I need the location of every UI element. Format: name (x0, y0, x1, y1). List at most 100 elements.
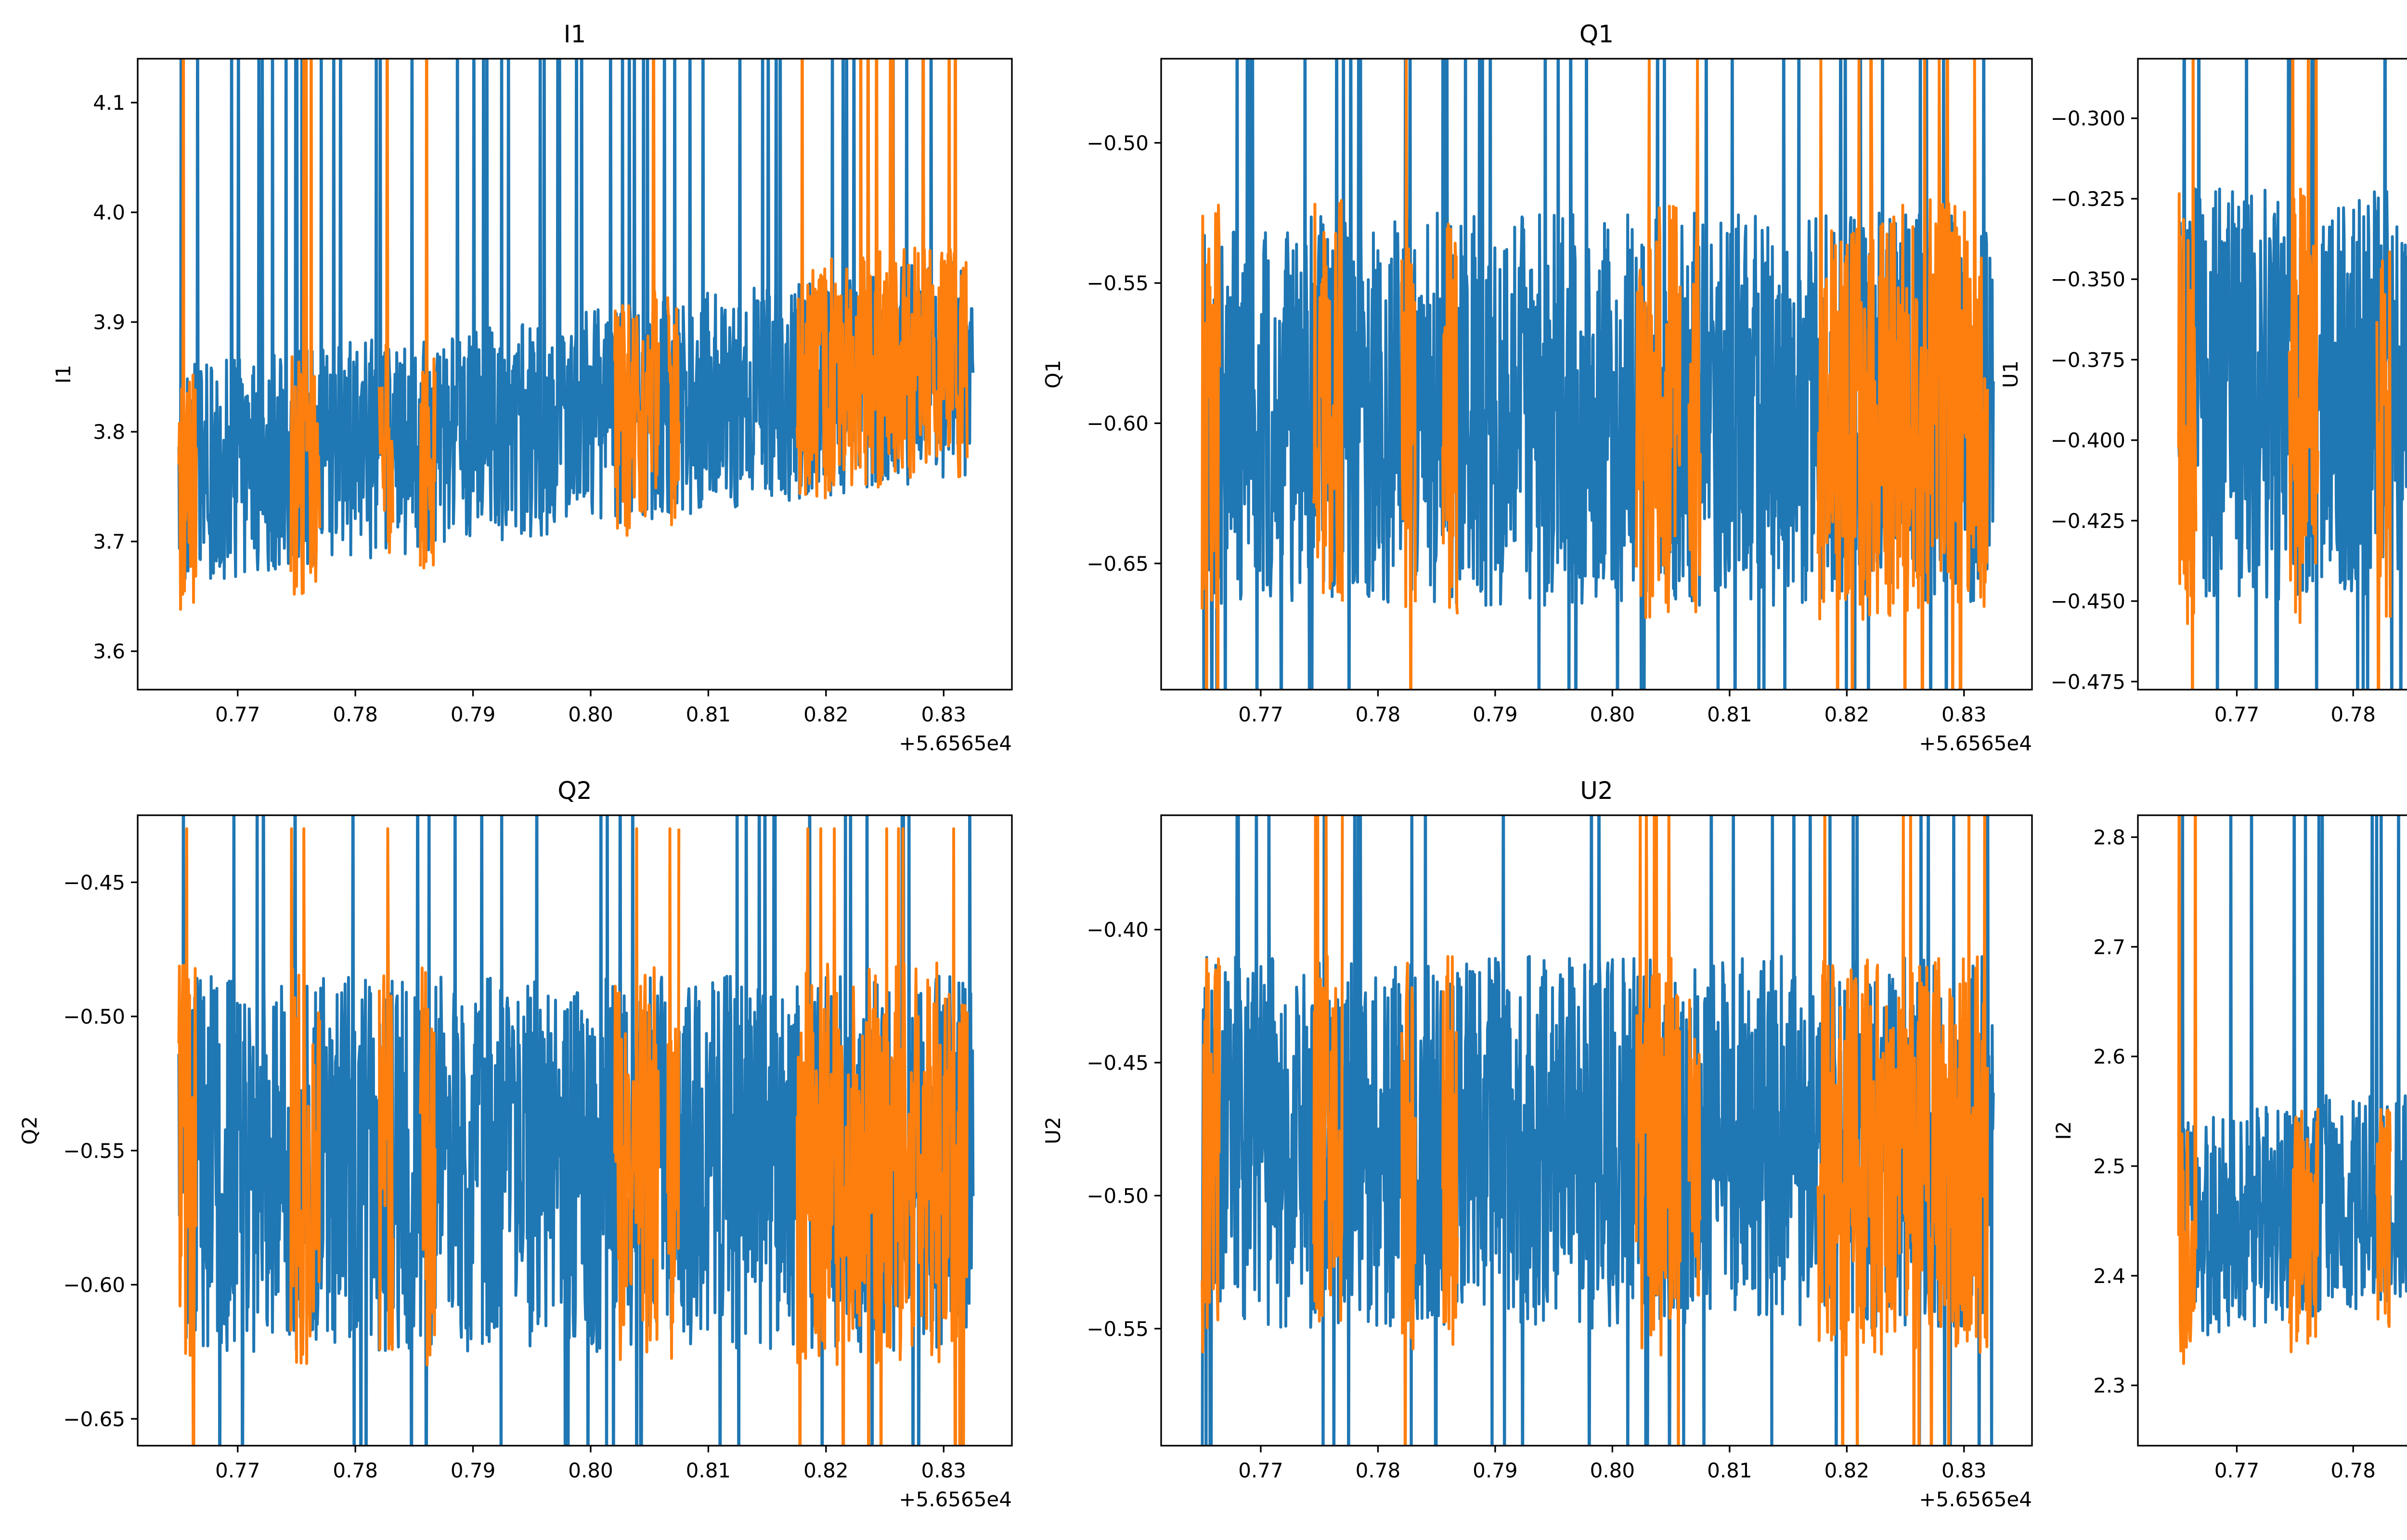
subplot-u1: 0.770.780.790.800.810.820.83−0.475−0.450… (1999, 58, 2407, 726)
subplot-q1: 0.77 0.78 0.79 0.80 0.81 0.82 0.83 −0.65 −0.60 −0… (1041, 20, 2033, 755)
line-series-2 (177, 827, 969, 1446)
y-tick-label: −0.50 (1087, 1184, 1149, 1207)
y-tick-label: −0.45 (63, 871, 125, 894)
x-offset-label: +5.6565e4 (899, 732, 1012, 755)
x-tick-label: 0.81 (686, 703, 731, 726)
x-offset-label: +5.6565e4 (1919, 732, 2032, 755)
x-tick-label: 0.82 (803, 703, 849, 726)
y-tick-label: −0.60 (1087, 411, 1149, 435)
subplot-i2: 0.770.780.790.800.810.820.832.32.42.52.6… (2052, 814, 2407, 1482)
y-axis-label: U1 (1999, 360, 2022, 388)
y-tick-label: 2.6 (2093, 1045, 2125, 1068)
x-tick-label: 0.81 (1707, 1459, 1752, 1482)
axes-frame (137, 58, 1013, 691)
x-tick-label: 0.77 (215, 1459, 260, 1482)
y-tick-label: 3.8 (93, 420, 125, 444)
x-tick-label: 0.78 (2330, 703, 2376, 726)
y-tick-label: −0.55 (1087, 271, 1149, 295)
y-tick-label: −0.350 (2051, 268, 2125, 291)
y-tick-label: −0.50 (63, 1005, 125, 1028)
x-tick-label: 0.77 (2214, 703, 2260, 726)
x-tick-label: 0.83 (921, 703, 966, 726)
y-tick-label: 2.3 (2093, 1374, 2125, 1398)
x-tick-label: 0.80 (568, 1459, 613, 1482)
x-tick-label: 0.80 (1590, 1459, 1635, 1482)
line-series-2 (2177, 815, 2392, 1365)
y-tick-label: 4.0 (93, 201, 125, 224)
y-tick-label: 2.7 (2093, 935, 2125, 959)
subplot-title: U2 (1580, 777, 1613, 805)
y-tick-label: −0.40 (1087, 918, 1149, 942)
axes-frame (2137, 814, 2407, 1447)
y-tick-label: −0.300 (2051, 107, 2125, 130)
y-tick-label: −0.65 (63, 1407, 125, 1431)
x-tick-label: 0.79 (1473, 703, 1518, 726)
line-series-2 (177, 59, 969, 611)
x-tick-label: 0.78 (1356, 703, 1401, 726)
y-tick-label: −0.375 (2051, 348, 2125, 372)
x-tick-label: 0.78 (333, 703, 378, 726)
y-tick-label: −0.400 (2051, 429, 2125, 452)
y-tick-label: −0.55 (63, 1139, 125, 1163)
y-tick-label: −0.475 (2051, 670, 2125, 693)
x-tick-label: 0.83 (921, 1459, 966, 1482)
subplot-q2: 0.77 0.78 0.79 0.80 0.81 0.82 0.83 −0.65 −0.60 −0… (18, 777, 1013, 1511)
line-series-2 (1201, 815, 1989, 1446)
subplot-i1: 0.77 0.78 0.79 0.80 0.81 0.82 0.83 3.6 3.7 3.8 3.9… (52, 20, 1013, 755)
y-tick-label: −0.450 (2051, 590, 2125, 613)
line-series-2 (2177, 59, 2392, 690)
x-tick-label: 0.80 (1590, 703, 1635, 726)
y-tick-label: 3.9 (93, 310, 125, 334)
y-tick-label: 3.7 (93, 530, 125, 553)
plot-area (177, 59, 975, 611)
x-tick-label: 0.79 (451, 1459, 496, 1482)
y-tick-label: −0.45 (1087, 1051, 1149, 1075)
x-tick-label: 0.83 (1941, 703, 1987, 726)
y-tick-label: −0.50 (1087, 131, 1149, 155)
axes-frame (1160, 814, 2033, 1447)
y-tick-label: −0.325 (2051, 187, 2125, 211)
y-tick-label: −0.425 (2051, 509, 2125, 533)
y-axis-label: I2 (2052, 1121, 2075, 1140)
plot-area (177, 815, 975, 1446)
y-tick-label: 4.1 (93, 91, 125, 115)
x-tick-label: 0.83 (1941, 1459, 1987, 1482)
line-series-1 (2177, 59, 2407, 690)
x-tick-label: 0.77 (215, 703, 260, 726)
plot-area (2177, 59, 2407, 690)
x-tick-label: 0.79 (1473, 1459, 1518, 1482)
x-offset-label: +5.6565e4 (899, 1488, 1012, 1511)
subplot-title: Q2 (557, 777, 592, 805)
y-tick-label: −0.55 (1087, 1317, 1149, 1341)
axes-frame (137, 814, 1013, 1447)
x-tick-label: 0.77 (1238, 1459, 1283, 1482)
x-tick-label: 0.77 (2214, 1459, 2260, 1482)
axes-frame (2137, 58, 2407, 691)
x-tick-label: 0.78 (333, 1459, 378, 1482)
subplot-u2: 0.77 0.78 0.79 0.80 0.81 0.82 0.83 −0.55 −0.50 −0… (1041, 777, 2033, 1511)
y-axis-label: Q2 (18, 1116, 41, 1145)
x-tick-label: 0.79 (451, 703, 496, 726)
plot-area (2177, 815, 2407, 1365)
y-tick-label: 2.4 (2093, 1264, 2125, 1288)
x-tick-label: 0.77 (1238, 703, 1283, 726)
x-tick-label: 0.81 (686, 1459, 731, 1482)
x-tick-label: 0.82 (1825, 703, 1870, 726)
subplot-title: I1 (564, 20, 586, 48)
x-offset-label: +5.6565e4 (1919, 1488, 2032, 1511)
y-tick-label: 2.8 (2093, 826, 2125, 849)
x-tick-label: 0.80 (568, 703, 613, 726)
y-tick-label: −0.60 (63, 1273, 125, 1297)
axes-frame (1160, 58, 2033, 691)
subplot-title: Q1 (1579, 20, 1614, 48)
y-tick-label: −0.65 (1087, 552, 1149, 576)
x-tick-label: 0.78 (2330, 1459, 2376, 1482)
line-series-2 (1201, 59, 1989, 690)
y-axis-label: U2 (1041, 1116, 1065, 1144)
y-tick-label: 2.5 (2093, 1155, 2125, 1178)
y-tick-label: 3.6 (93, 640, 125, 663)
x-tick-label: 0.78 (1356, 1459, 1401, 1482)
x-tick-label: 0.81 (1707, 703, 1752, 726)
y-axis-label: I1 (52, 365, 75, 384)
